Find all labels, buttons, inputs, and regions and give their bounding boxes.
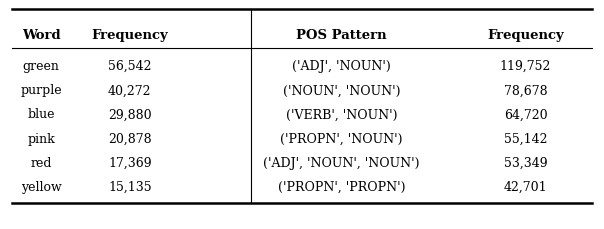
Text: ('VERB', 'NOUN'): ('VERB', 'NOUN') xyxy=(286,108,397,121)
Text: Frequency: Frequency xyxy=(91,29,169,42)
Text: POS Pattern: POS Pattern xyxy=(296,29,387,42)
Text: 20,878: 20,878 xyxy=(108,132,152,145)
Text: yellow: yellow xyxy=(21,180,62,193)
Text: ('PROPN', 'NOUN'): ('PROPN', 'NOUN') xyxy=(280,132,402,145)
Text: 53,349: 53,349 xyxy=(504,156,547,169)
Text: 29,880: 29,880 xyxy=(108,108,152,121)
Text: green: green xyxy=(22,60,60,73)
Text: red: red xyxy=(30,156,52,169)
Text: 64,720: 64,720 xyxy=(504,108,547,121)
Text: 56,542: 56,542 xyxy=(108,60,152,73)
Text: 55,142: 55,142 xyxy=(504,132,547,145)
Text: 119,752: 119,752 xyxy=(500,60,551,73)
Text: ('ADJ', 'NOUN'): ('ADJ', 'NOUN') xyxy=(292,60,391,73)
Text: blue: blue xyxy=(27,108,55,121)
Text: Frequency: Frequency xyxy=(487,29,564,42)
Text: Word: Word xyxy=(22,29,60,42)
Text: purple: purple xyxy=(21,84,62,97)
Text: 40,272: 40,272 xyxy=(108,84,152,97)
Text: 42,701: 42,701 xyxy=(504,180,547,193)
Text: ('ADJ', 'NOUN', 'NOUN'): ('ADJ', 'NOUN', 'NOUN') xyxy=(263,156,420,169)
Text: 17,369: 17,369 xyxy=(108,156,152,169)
Text: ('PROPN', 'PROPN'): ('PROPN', 'PROPN') xyxy=(277,180,405,193)
Text: pink: pink xyxy=(27,132,55,145)
Text: ('NOUN', 'NOUN'): ('NOUN', 'NOUN') xyxy=(283,84,400,97)
Text: 78,678: 78,678 xyxy=(504,84,547,97)
Text: 15,135: 15,135 xyxy=(108,180,152,193)
